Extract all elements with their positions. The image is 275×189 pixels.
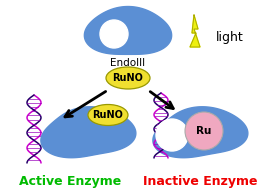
Ellipse shape bbox=[106, 67, 150, 89]
Circle shape bbox=[185, 112, 223, 150]
Polygon shape bbox=[153, 107, 248, 158]
Polygon shape bbox=[84, 6, 172, 54]
Text: Ru: Ru bbox=[196, 126, 212, 136]
Text: EndoIII: EndoIII bbox=[111, 58, 145, 68]
Text: light: light bbox=[216, 32, 244, 44]
Text: RuNO: RuNO bbox=[112, 73, 144, 83]
Text: Active Enzyme: Active Enzyme bbox=[19, 176, 121, 188]
Text: RuNO: RuNO bbox=[93, 110, 123, 120]
Circle shape bbox=[100, 20, 128, 48]
Text: Inactive Enzyme: Inactive Enzyme bbox=[143, 176, 257, 188]
Ellipse shape bbox=[88, 105, 128, 125]
Polygon shape bbox=[190, 15, 200, 47]
Polygon shape bbox=[41, 107, 136, 158]
Circle shape bbox=[156, 119, 188, 151]
